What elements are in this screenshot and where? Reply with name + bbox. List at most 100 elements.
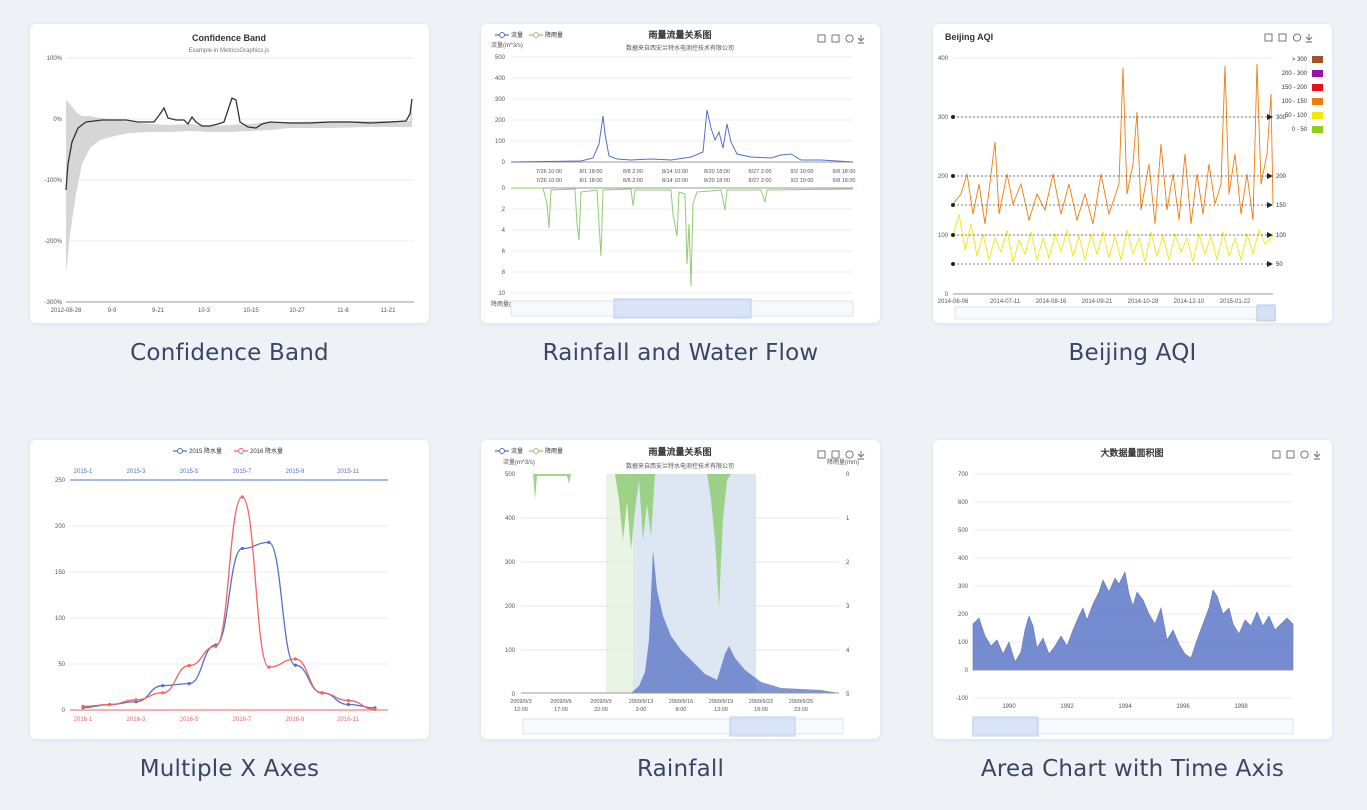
legend-item[interactable]: 100 - 150 [1282,99,1308,105]
toolbox[interactable] [817,34,865,44]
data-point[interactable] [293,657,297,661]
x-tick-label: 23:00 [794,707,808,713]
legend[interactable]: 流量 降雨量 [495,447,563,455]
y-tick-label: 600 [958,500,969,506]
data-point[interactable] [346,702,351,707]
legend-item[interactable]: 2016 降水量 [250,447,283,455]
download-icon[interactable] [857,451,865,460]
legend-swatch[interactable] [1312,112,1323,119]
restore-icon[interactable] [845,34,854,43]
zoom-icon[interactable] [1264,33,1273,42]
x-tick-label: 2009/9/16 [669,699,693,705]
data-point[interactable] [267,540,271,544]
data-point[interactable] [320,691,324,695]
legend-swatch[interactable] [1312,126,1323,133]
chart-card-rainfall[interactable]: 流量 降雨量 雨量流量关系图 数据来自西安兰特水电测控技术有限公司 流量(m^3… [481,440,880,739]
card-caption[interactable]: Rainfall and Water Flow [542,340,819,366]
legend-swatch[interactable] [1312,56,1323,63]
legend-swatch[interactable] [1312,98,1323,105]
x-tick-label: 2014-12-10 [1174,299,1205,305]
data-point[interactable] [81,704,85,709]
data-point[interactable] [293,663,297,667]
legend-item[interactable]: 流量 [511,31,523,39]
legend-item[interactable]: 2015 降水量 [189,447,222,455]
zoom-reset-icon[interactable] [831,450,840,459]
chart-subtitle: 数据来自西安兰特水电测控技术有限公司 [626,44,734,52]
data-point[interactable] [373,707,377,711]
data-zoom-window[interactable] [1256,304,1276,322]
data-zoom-window[interactable] [729,716,796,737]
toolbox[interactable] [1272,450,1321,460]
data-point[interactable] [134,698,138,702]
data-zoom-window[interactable] [613,298,752,319]
data-point[interactable] [214,644,218,648]
legend-item[interactable]: 150 - 200 [1282,85,1308,91]
legend-swatch[interactable] [1312,84,1323,91]
x-tick-label: 7/26 10:00 [536,169,562,175]
legend[interactable]: 流量 降雨量 [495,31,563,39]
data-point[interactable] [187,663,191,668]
legend-item[interactable]: 流量 [511,447,523,455]
chart-card-multiple-x-axes[interactable]: 2015 降水量 2016 降水量 2015-1 2015-3 2015-5 2… [30,440,429,739]
series-layer [81,495,377,711]
x-tick-label: 3:00 [636,707,647,713]
y-tick-label: 200 [958,612,969,618]
legend-item[interactable]: > 300 [1292,57,1308,63]
data-point[interactable] [240,546,244,551]
download-icon[interactable] [1305,34,1313,43]
chart-card-beijing-aqi[interactable]: Beijing AQI 400 300 200 100 0 300 200 [933,24,1332,323]
y-tick-label: 50 [58,662,65,668]
card-caption[interactable]: Multiple X Axes [139,756,320,782]
toolbox[interactable] [817,450,865,460]
y-tick-label: 4 [502,228,506,234]
data-point[interactable] [107,702,112,707]
data-point[interactable] [187,681,191,686]
zoom-reset-icon[interactable] [1286,450,1295,459]
y-tick-label: 500 [958,528,969,534]
zoom-icon[interactable] [817,34,826,43]
card-caption[interactable]: Area Chart with Time Axis [980,756,1285,782]
zoom-icon[interactable] [817,450,826,459]
visual-map-legend[interactable]: > 300 200 - 300 150 - 200 100 - 150 50 -… [1282,56,1323,133]
y-tick-label: 300 [958,584,969,590]
x-tick-label: 9/2 10:00 [791,169,814,175]
legend-item[interactable]: 200 - 300 [1282,71,1308,77]
legend-item[interactable]: 降雨量 [545,447,563,455]
data-zoom-slider[interactable] [954,306,1276,320]
chart-card-confidence-band[interactable]: Confidence Band Example in MetricsGraphi… [30,24,429,323]
zoom-reset-icon[interactable] [1278,33,1287,42]
chart-title: 大数据量面积图 [1100,447,1163,458]
zoom-reset-icon[interactable] [831,34,840,43]
restore-icon[interactable] [1292,33,1302,42]
y-tick-label: 0 [502,160,506,166]
download-icon[interactable] [1313,451,1321,460]
x-tick-label: 9/2 10:00 [791,178,814,184]
data-point[interactable] [267,665,271,669]
download-icon[interactable] [857,35,865,44]
card-caption[interactable]: Rainfall [636,756,725,782]
data-zoom-window[interactable] [972,716,1039,737]
data-point[interactable] [161,684,165,688]
data-point[interactable] [240,495,244,499]
zoom-icon[interactable] [1272,450,1281,459]
card-caption[interactable]: Beijing AQI [1068,340,1197,366]
chart-card-area-time-axis[interactable]: 大数据量面积图 700 600 500 400 300 200 100 0 -1… [933,440,1332,739]
area-time-axis-chart: 大数据量面积图 700 600 500 400 300 200 100 0 -1… [956,447,1321,737]
x-tick-label: 9/8 18:00 [833,169,856,175]
multiple-x-axes-chart: 2015 降水量 2016 降水量 2015-1 2015-3 2015-5 2… [55,447,388,723]
chart-card-rainfall-water-flow[interactable]: 流量 降雨量 雨量流量关系图 数据来自西安兰特水电测控技术有限公司 流量(m^3… [481,24,880,323]
legend-item[interactable]: 0 - 50 [1292,127,1308,133]
toolbox[interactable] [1264,33,1313,43]
legend[interactable]: 2015 降水量 2016 降水量 [173,447,283,455]
card-caption[interactable]: Confidence Band [130,340,329,366]
legend-item[interactable]: 降雨量 [545,31,563,39]
y-tick-label: 250 [55,478,66,484]
legend-swatch[interactable] [1312,70,1323,77]
restore-icon[interactable] [1300,450,1309,459]
y-tick-label: 150 [55,570,66,576]
restore-icon[interactable] [845,450,854,459]
data-point[interactable] [161,691,165,695]
x-tick-label: 1990 [1002,704,1016,710]
legend-item[interactable]: 50 - 100 [1285,113,1308,119]
data-point[interactable] [346,698,351,703]
